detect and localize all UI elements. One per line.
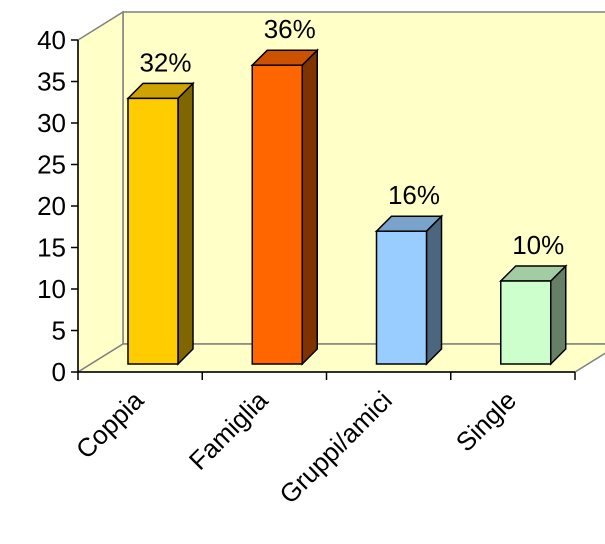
- bar-side: [177, 81, 194, 366]
- bar-front: [127, 97, 179, 365]
- x-tick-label: Single: [450, 385, 522, 457]
- y-tick-label: 10: [37, 274, 66, 304]
- y-tick-label: 25: [37, 150, 66, 180]
- data-label: 36%: [264, 14, 316, 44]
- y-axis: 0 5 10 15 20 25 30 35 40: [37, 25, 79, 387]
- bar-famiglia: [250, 48, 320, 366]
- y-tick-label: 15: [37, 233, 66, 263]
- bar-side: [301, 48, 318, 366]
- data-label: 10%: [512, 230, 564, 260]
- bar-side: [550, 264, 567, 366]
- x-tick-label: Coppia: [70, 385, 150, 465]
- x-tick-label: Famiglia: [183, 385, 274, 476]
- y-tick-label: 30: [37, 108, 66, 138]
- y-tick-label: 0: [52, 357, 66, 387]
- y-tick-label: 5: [52, 316, 66, 346]
- x-tick-label: Gruppi/amici: [273, 385, 397, 509]
- bars: [126, 48, 568, 366]
- side-wall: [77, 10, 124, 374]
- x-axis: Coppia Famiglia Gruppi/amici Single: [70, 371, 576, 509]
- y-tick-label: 40: [37, 25, 66, 55]
- y-tick-label: 20: [37, 191, 66, 221]
- bar-front: [375, 230, 428, 365]
- bar-front: [500, 280, 552, 365]
- data-labels: 32% 36% 16% 10%: [139, 14, 564, 260]
- bar-coppia: [126, 81, 195, 366]
- bar-side: [425, 214, 443, 366]
- data-label: 16%: [388, 180, 440, 210]
- y-tick-label: 35: [37, 67, 66, 97]
- bar-gruppi-amici: [374, 214, 444, 366]
- plot-walls: [75, 10, 605, 374]
- bar-front: [251, 64, 303, 365]
- bar-single: [498, 264, 568, 366]
- data-label: 32%: [139, 47, 191, 77]
